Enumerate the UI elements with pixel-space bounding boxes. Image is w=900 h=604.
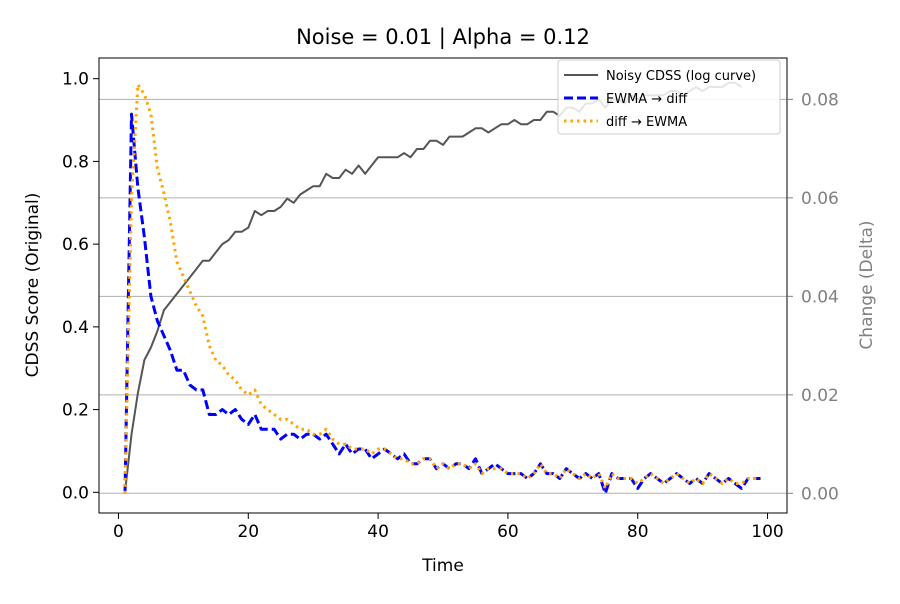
legend-label-diff-ewma: diff → EWMA (606, 115, 687, 130)
y-left-tick-label-2: 0.4 (62, 318, 89, 338)
y-left-tick-label-0: 0.0 (62, 483, 89, 503)
y-right-tick-label-3: 0.06 (801, 189, 839, 209)
x-tick-label-3: 60 (497, 522, 519, 542)
legend: Noisy CDSS (log curve) EWMA → diff diff … (557, 59, 781, 135)
legend-box (557, 59, 781, 135)
x-tick-label-1: 20 (237, 522, 259, 542)
ticks-layer: 0 20 40 60 80 100 0.0 0.2 0.4 0.6 0.8 1.0 0.00 0.02 0.… (62, 70, 839, 542)
plot-frame (98, 57, 788, 514)
y-right-tick-label-0: 0.00 (801, 484, 839, 504)
legend-label-noisy: Noisy CDSS (log curve) (606, 69, 756, 84)
y-left-tick-label-5: 1.0 (62, 70, 89, 90)
x-tick-label-4: 80 (627, 522, 649, 542)
y-axis-label-left: CDSS Score (Original) (23, 193, 43, 378)
legend-label-ewma-diff: EWMA → diff (606, 92, 688, 107)
y-right-tick-label-2: 0.04 (801, 287, 839, 307)
series-line-diff-ewma (123, 83, 761, 494)
grid-layer (99, 98, 787, 494)
y-right-tick-label-4: 0.08 (801, 90, 839, 110)
y-right-tick-label-1: 0.02 (801, 386, 839, 406)
y-axis-label-right: Change (Delta) (857, 220, 877, 349)
y-left-tick-label-1: 0.2 (62, 401, 89, 421)
y-left-tick-label-4: 0.8 (62, 152, 89, 172)
y-left-tick-label-3: 0.6 (62, 235, 89, 255)
axes-layer (98, 57, 788, 514)
x-axis-label: Time (421, 556, 464, 576)
x-tick-label-0: 0 (113, 522, 124, 542)
x-tick-label-5: 100 (751, 522, 783, 542)
chart-title: Noise = 0.01 | Alpha = 0.12 (296, 25, 590, 50)
x-tick-label-2: 40 (367, 522, 389, 542)
